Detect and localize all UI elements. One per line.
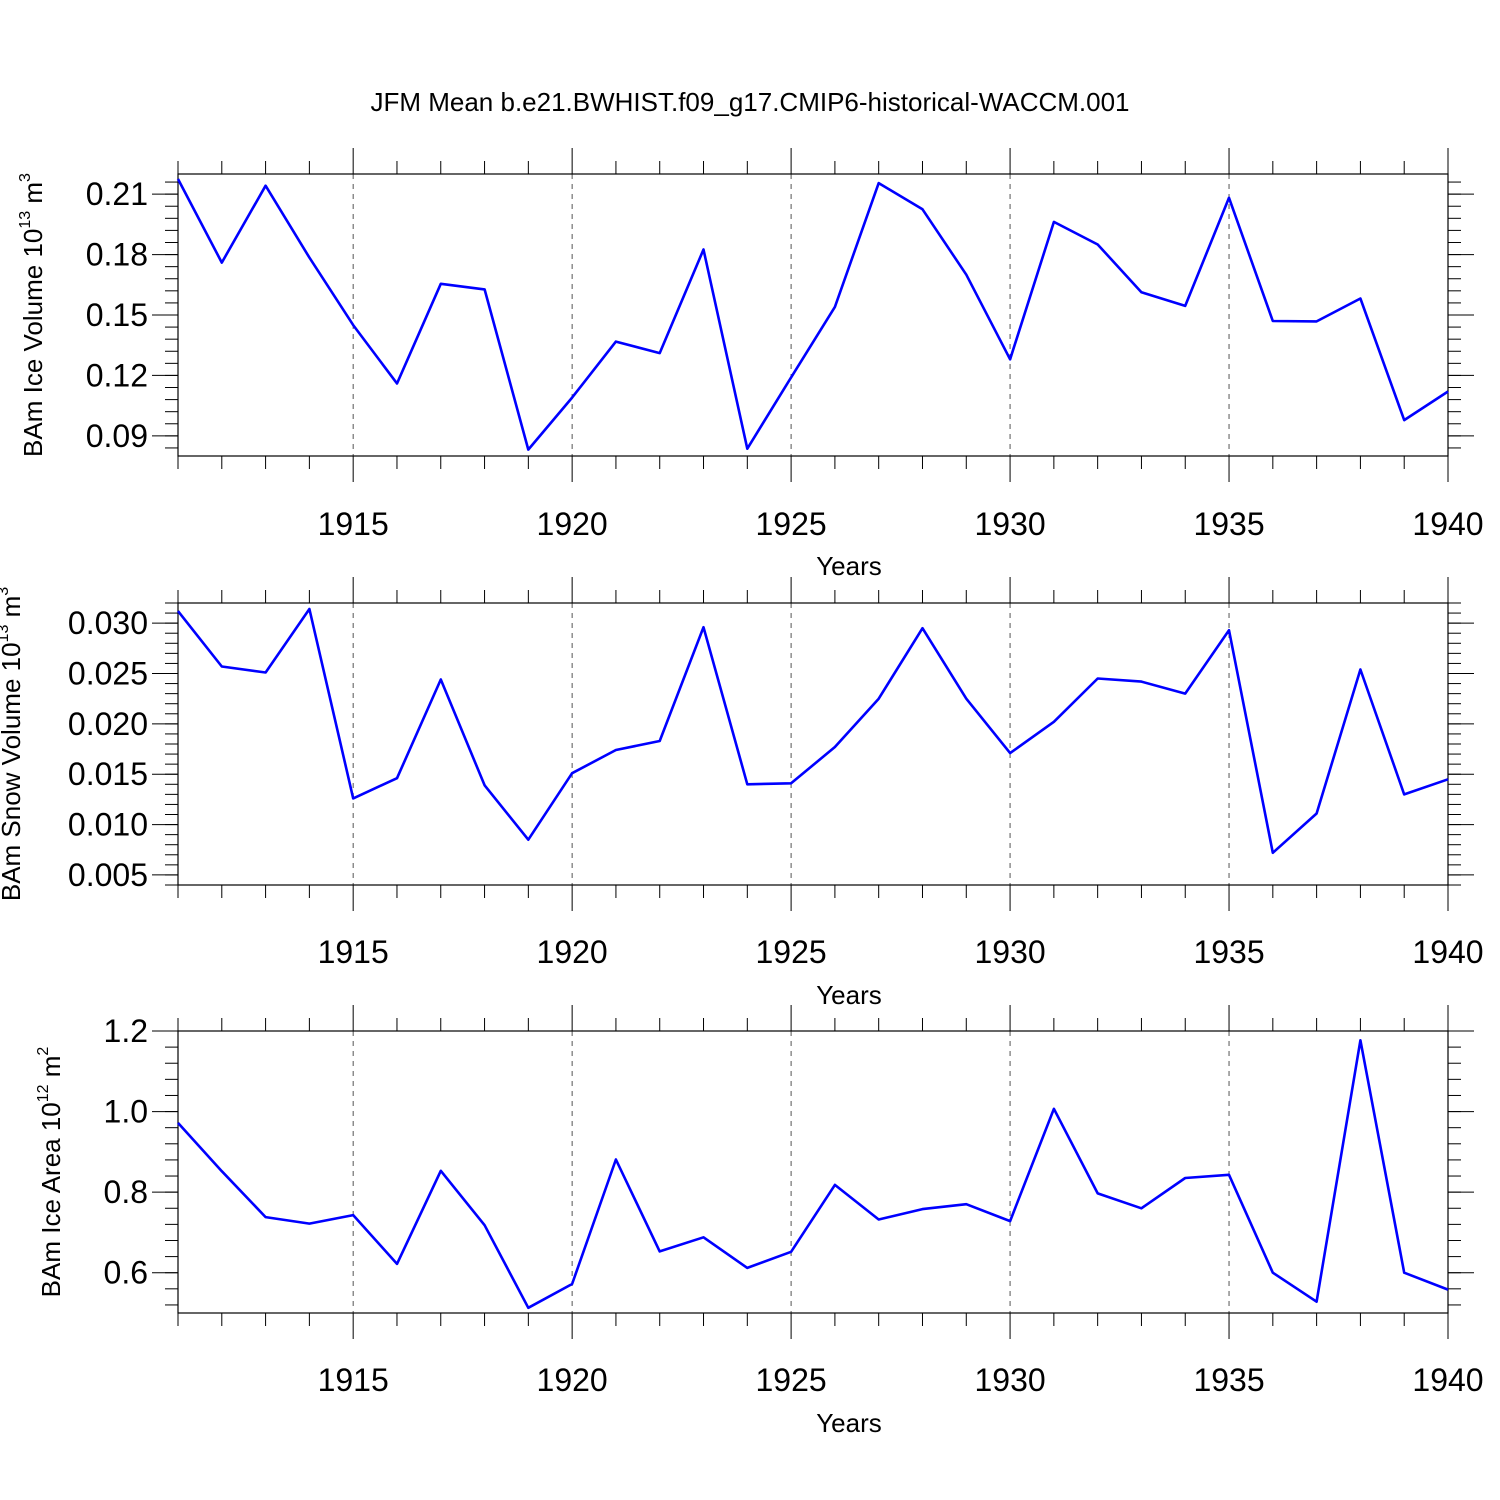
ice-volume-y-tick-label: 0.18	[86, 237, 148, 273]
ice-area-x-tick-label: 1925	[756, 1362, 827, 1398]
ice-area-x-tick-label: 1930	[974, 1362, 1045, 1398]
snow-volume-x-tick-label: 1925	[756, 934, 827, 970]
snow-volume-frame	[177, 602, 1449, 886]
ice-volume-y-axis-label: BAm Ice Volume 1013 m3	[17, 173, 48, 457]
panel-ice-area: 1915 1920 1925 1930 1935 1940 0.6 0.8 1.0 1.2 Year…	[35, 1005, 1484, 1438]
ice-volume-x-tick-label: 1935	[1193, 506, 1264, 542]
ice-area-frame	[177, 1030, 1449, 1314]
snow-volume-y-tick-label: 0.030	[68, 605, 148, 641]
snow-volume-y-tick-label: 0.020	[68, 706, 148, 742]
snow-volume-x-tick-label: 1915	[318, 934, 389, 970]
ice-volume-x-tick-label: 1930	[974, 506, 1045, 542]
ice-area-x-tick-label: 1920	[537, 1362, 608, 1398]
ice-area-x-tick-label: 1940	[1412, 1362, 1483, 1398]
ice-volume-x-tick-label: 1940	[1412, 506, 1483, 542]
snow-volume-x-tick-label: 1940	[1412, 934, 1483, 970]
ice-area-x-axis-label: Years	[816, 1408, 882, 1438]
ice-volume-x-tick-label: 1925	[756, 506, 827, 542]
snow-volume-x-tick-label: 1930	[974, 934, 1045, 970]
figure-title: JFM Mean b.e21.BWHIST.f09_g17.CMIP6-hist…	[370, 87, 1129, 117]
snow-volume-y-axis-label: BAm Snow Volume 1013 m3	[0, 587, 26, 901]
snow-volume-x-tick-label: 1920	[537, 934, 608, 970]
ice-area-y-tick-label: 1.2	[104, 1013, 148, 1049]
ice-volume-series-line	[176, 178, 1449, 451]
ice-volume-y-tick-label: 0.15	[86, 297, 148, 333]
ice-area-y-tick-label: 0.6	[104, 1255, 148, 1291]
ice-volume-frame	[177, 173, 1449, 457]
ice-area-y-tick-label: 0.8	[104, 1174, 148, 1210]
snow-volume-y-tick-label: 0.025	[68, 656, 148, 692]
ice-area-x-tick-label: 1915	[318, 1362, 389, 1398]
snow-volume-y-tick-label: 0.005	[68, 857, 148, 893]
ice-volume-y-tick-label: 0.21	[86, 176, 148, 212]
ice-area-y-tick-label: 1.0	[104, 1094, 148, 1130]
snow-volume-x-tick-label: 1935	[1193, 934, 1264, 970]
ice-volume-x-tick-label: 1915	[318, 506, 389, 542]
ice-area-y-axis-label: BAm Ice Area 1012 m2	[35, 1047, 66, 1298]
panel-ice-volume: 1915 1920 1925 1930 1935 1940 0.09 0.12 0.15 0.18…	[17, 148, 1484, 581]
ice-area-x-tick-label: 1935	[1193, 1362, 1264, 1398]
snow-volume-x-axis-label: Years	[816, 980, 882, 1010]
ice-volume-x-tick-label: 1920	[537, 506, 608, 542]
ice-area-series-line	[177, 1039, 1449, 1310]
snow-volume-y-tick-label: 0.015	[68, 756, 148, 792]
snow-volume-y-tick-label: 0.010	[68, 807, 148, 843]
ice-volume-y-tick-label: 0.09	[86, 418, 148, 454]
panel-snow-volume: 1915 1920 1925 1930 1935 1940 0.005 0.010 0.015 0…	[0, 577, 1484, 1010]
ice-volume-y-tick-label: 0.12	[86, 357, 148, 393]
snow-volume-series-line	[176, 607, 1449, 855]
ice-volume-x-axis-label: Years	[816, 551, 882, 581]
